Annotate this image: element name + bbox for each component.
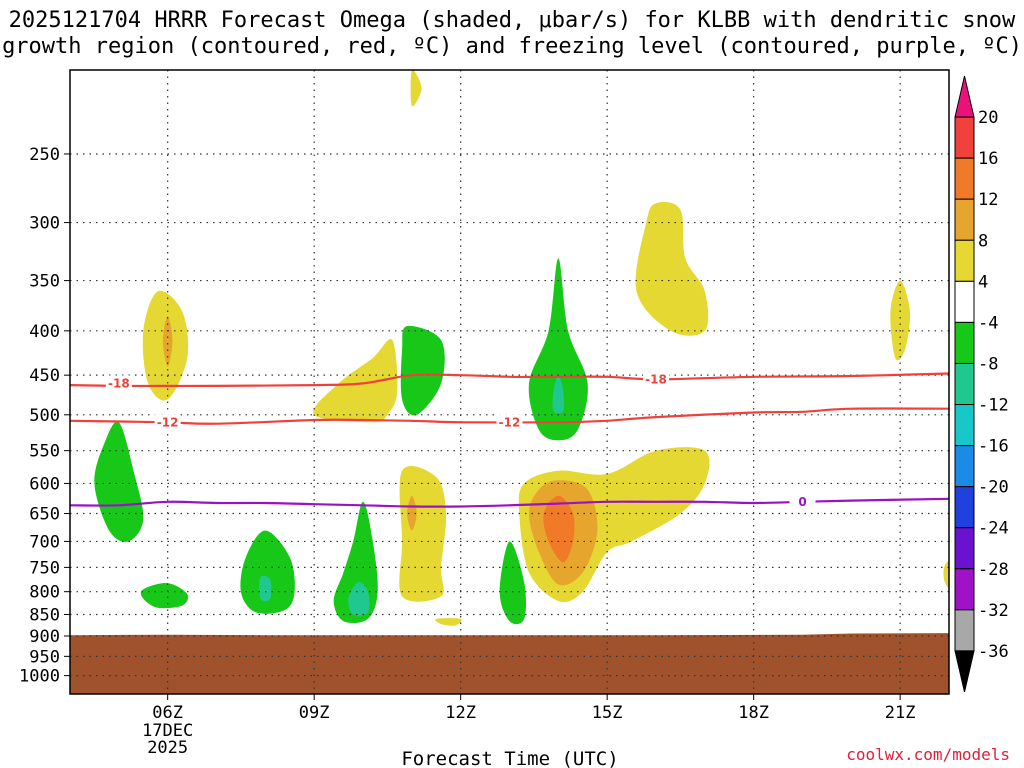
x-tick-label-6: 06Z <box>152 703 183 723</box>
contour-label-1-1: -12 <box>499 415 521 429</box>
y-tick-label-750: 750 <box>29 558 60 578</box>
colorbar-label-0: 20 <box>978 108 998 128</box>
x-tick-label-15: 15Z <box>592 703 623 723</box>
contour-label-bg-1-0 <box>154 414 181 430</box>
omega-region-7 <box>528 258 588 441</box>
colorbar-label-9: -20 <box>978 478 1009 498</box>
colorbar-label-8: -16 <box>978 437 1009 457</box>
x-tick-label-18: 18Z <box>738 703 769 723</box>
y-tick-label-450: 450 <box>29 366 60 386</box>
colorbar-label-10: -24 <box>978 519 1009 539</box>
grid-lines <box>70 70 949 694</box>
colorbar-label-13: -36 <box>978 642 1009 662</box>
title-line-2: growth region (contoured, red, ºC) and f… <box>2 34 1022 59</box>
colorbar-box-9 <box>954 445 975 488</box>
omega-region-17 <box>635 202 709 336</box>
plot-frame <box>69 69 950 695</box>
omega-region-3 <box>259 575 272 602</box>
y-tick-label-950: 950 <box>29 647 60 667</box>
colorbar-arrow-bottom <box>954 650 975 693</box>
x-date-label-0: 17DEC <box>142 721 193 741</box>
colorbar-box-5 <box>954 280 975 323</box>
colorbar-box-7 <box>954 362 975 406</box>
y-tick-label-700: 700 <box>29 532 60 552</box>
credit-link[interactable]: coolwx.com/models <box>846 745 1010 764</box>
colorbar-box-1 <box>954 116 975 159</box>
colorbar-label-6: -8 <box>978 354 998 374</box>
chart-title: 2025121704 HRRR Forecast Omega (shaded, … <box>0 8 1024 60</box>
y-tick-label-1000: 1000 <box>19 667 60 687</box>
colorbar-box-13 <box>954 609 975 652</box>
omega-region-15 <box>407 495 417 531</box>
y-tick-label-300: 300 <box>29 214 60 234</box>
x-tick-label-9: 09Z <box>299 703 330 723</box>
colorbar-box-12 <box>954 568 975 611</box>
x-tick-label-12: 12Z <box>445 703 476 723</box>
omega-region-0 <box>94 421 144 542</box>
x-date-label-1: 2025 <box>147 738 188 758</box>
omega-region-11 <box>162 316 173 367</box>
contour-label-bg-1-1 <box>496 414 523 430</box>
terrain-mask <box>70 633 949 694</box>
omega-region-21 <box>890 280 911 361</box>
omega-region-8 <box>552 375 565 414</box>
contour-line-1 <box>70 407 949 425</box>
title-line-1: 2025121704 HRRR Forecast Omega (shaded, … <box>8 8 1016 33</box>
omega-region-12 <box>410 70 422 107</box>
omega-shading <box>94 70 949 626</box>
colorbar-box-11 <box>954 527 975 570</box>
colorbar-label-12: -32 <box>978 601 1009 621</box>
colorbar-box-8 <box>954 404 975 447</box>
temperature-contours: -18 -18 -12 -12 0 <box>70 371 949 509</box>
contour-label-0-1: -18 <box>645 372 667 386</box>
omega-region-2 <box>240 530 295 614</box>
omega-region-6 <box>400 325 445 416</box>
y-tick-label-850: 850 <box>29 605 60 625</box>
colorbar-label-7: -12 <box>978 396 1009 416</box>
colorbar-label-11: -28 <box>978 560 1009 580</box>
omega-region-16 <box>435 618 462 626</box>
colorbar-label-4: 4 <box>978 272 988 292</box>
contour-label-0-0: -18 <box>108 376 130 390</box>
contour-line-0 <box>70 372 949 388</box>
contour-label-2-0: 0 <box>798 495 806 509</box>
contour-label-bg-2-0 <box>789 493 816 509</box>
colorbar-box-3 <box>954 198 975 241</box>
y-tick-label-350: 350 <box>29 272 60 292</box>
colorbar: 20 16 12 8 4 -4 -8 -12 -16 -20 -24 -28 -32 -36 <box>954 75 1009 693</box>
y-tick-label-250: 250 <box>29 145 60 165</box>
y-tick-label-800: 800 <box>29 583 60 603</box>
colorbar-label-5: -4 <box>978 313 998 333</box>
colorbar-arrow-top <box>954 75 975 118</box>
contour-line-2 <box>70 497 949 508</box>
y-tick-label-600: 600 <box>29 474 60 494</box>
y-tick-label-500: 500 <box>29 406 60 426</box>
y-tick-label-550: 550 <box>29 442 60 462</box>
colorbar-box-2 <box>954 157 975 200</box>
contour-label-bg-0-1 <box>643 371 669 387</box>
colorbar-label-3: 8 <box>978 231 988 251</box>
colorbar-box-6 <box>954 321 975 364</box>
omega-region-14 <box>399 465 447 602</box>
x-tick-label-21: 21Z <box>885 703 916 723</box>
colorbar-box-10 <box>954 486 975 529</box>
colorbar-box-4 <box>954 239 975 282</box>
y-tick-label-650: 650 <box>29 505 60 525</box>
y-tick-label-900: 900 <box>29 627 60 647</box>
y-tick-label-400: 400 <box>29 322 60 342</box>
omega-region-5 <box>348 581 370 616</box>
colorbar-label-1: 16 <box>978 149 998 169</box>
x-axis-title: Forecast Time (UTC) <box>401 748 618 768</box>
y-axis-pressure: 2503003504004505005506006507007508008509… <box>19 145 70 687</box>
contour-label-bg-0-0 <box>105 375 132 391</box>
omega-region-13 <box>313 338 398 423</box>
omega-region-9 <box>499 541 526 625</box>
colorbar-label-2: 12 <box>978 190 998 210</box>
omega-region-20 <box>543 495 575 563</box>
contour-label-1-0: -12 <box>157 415 179 429</box>
omega-region-1 <box>140 583 189 609</box>
